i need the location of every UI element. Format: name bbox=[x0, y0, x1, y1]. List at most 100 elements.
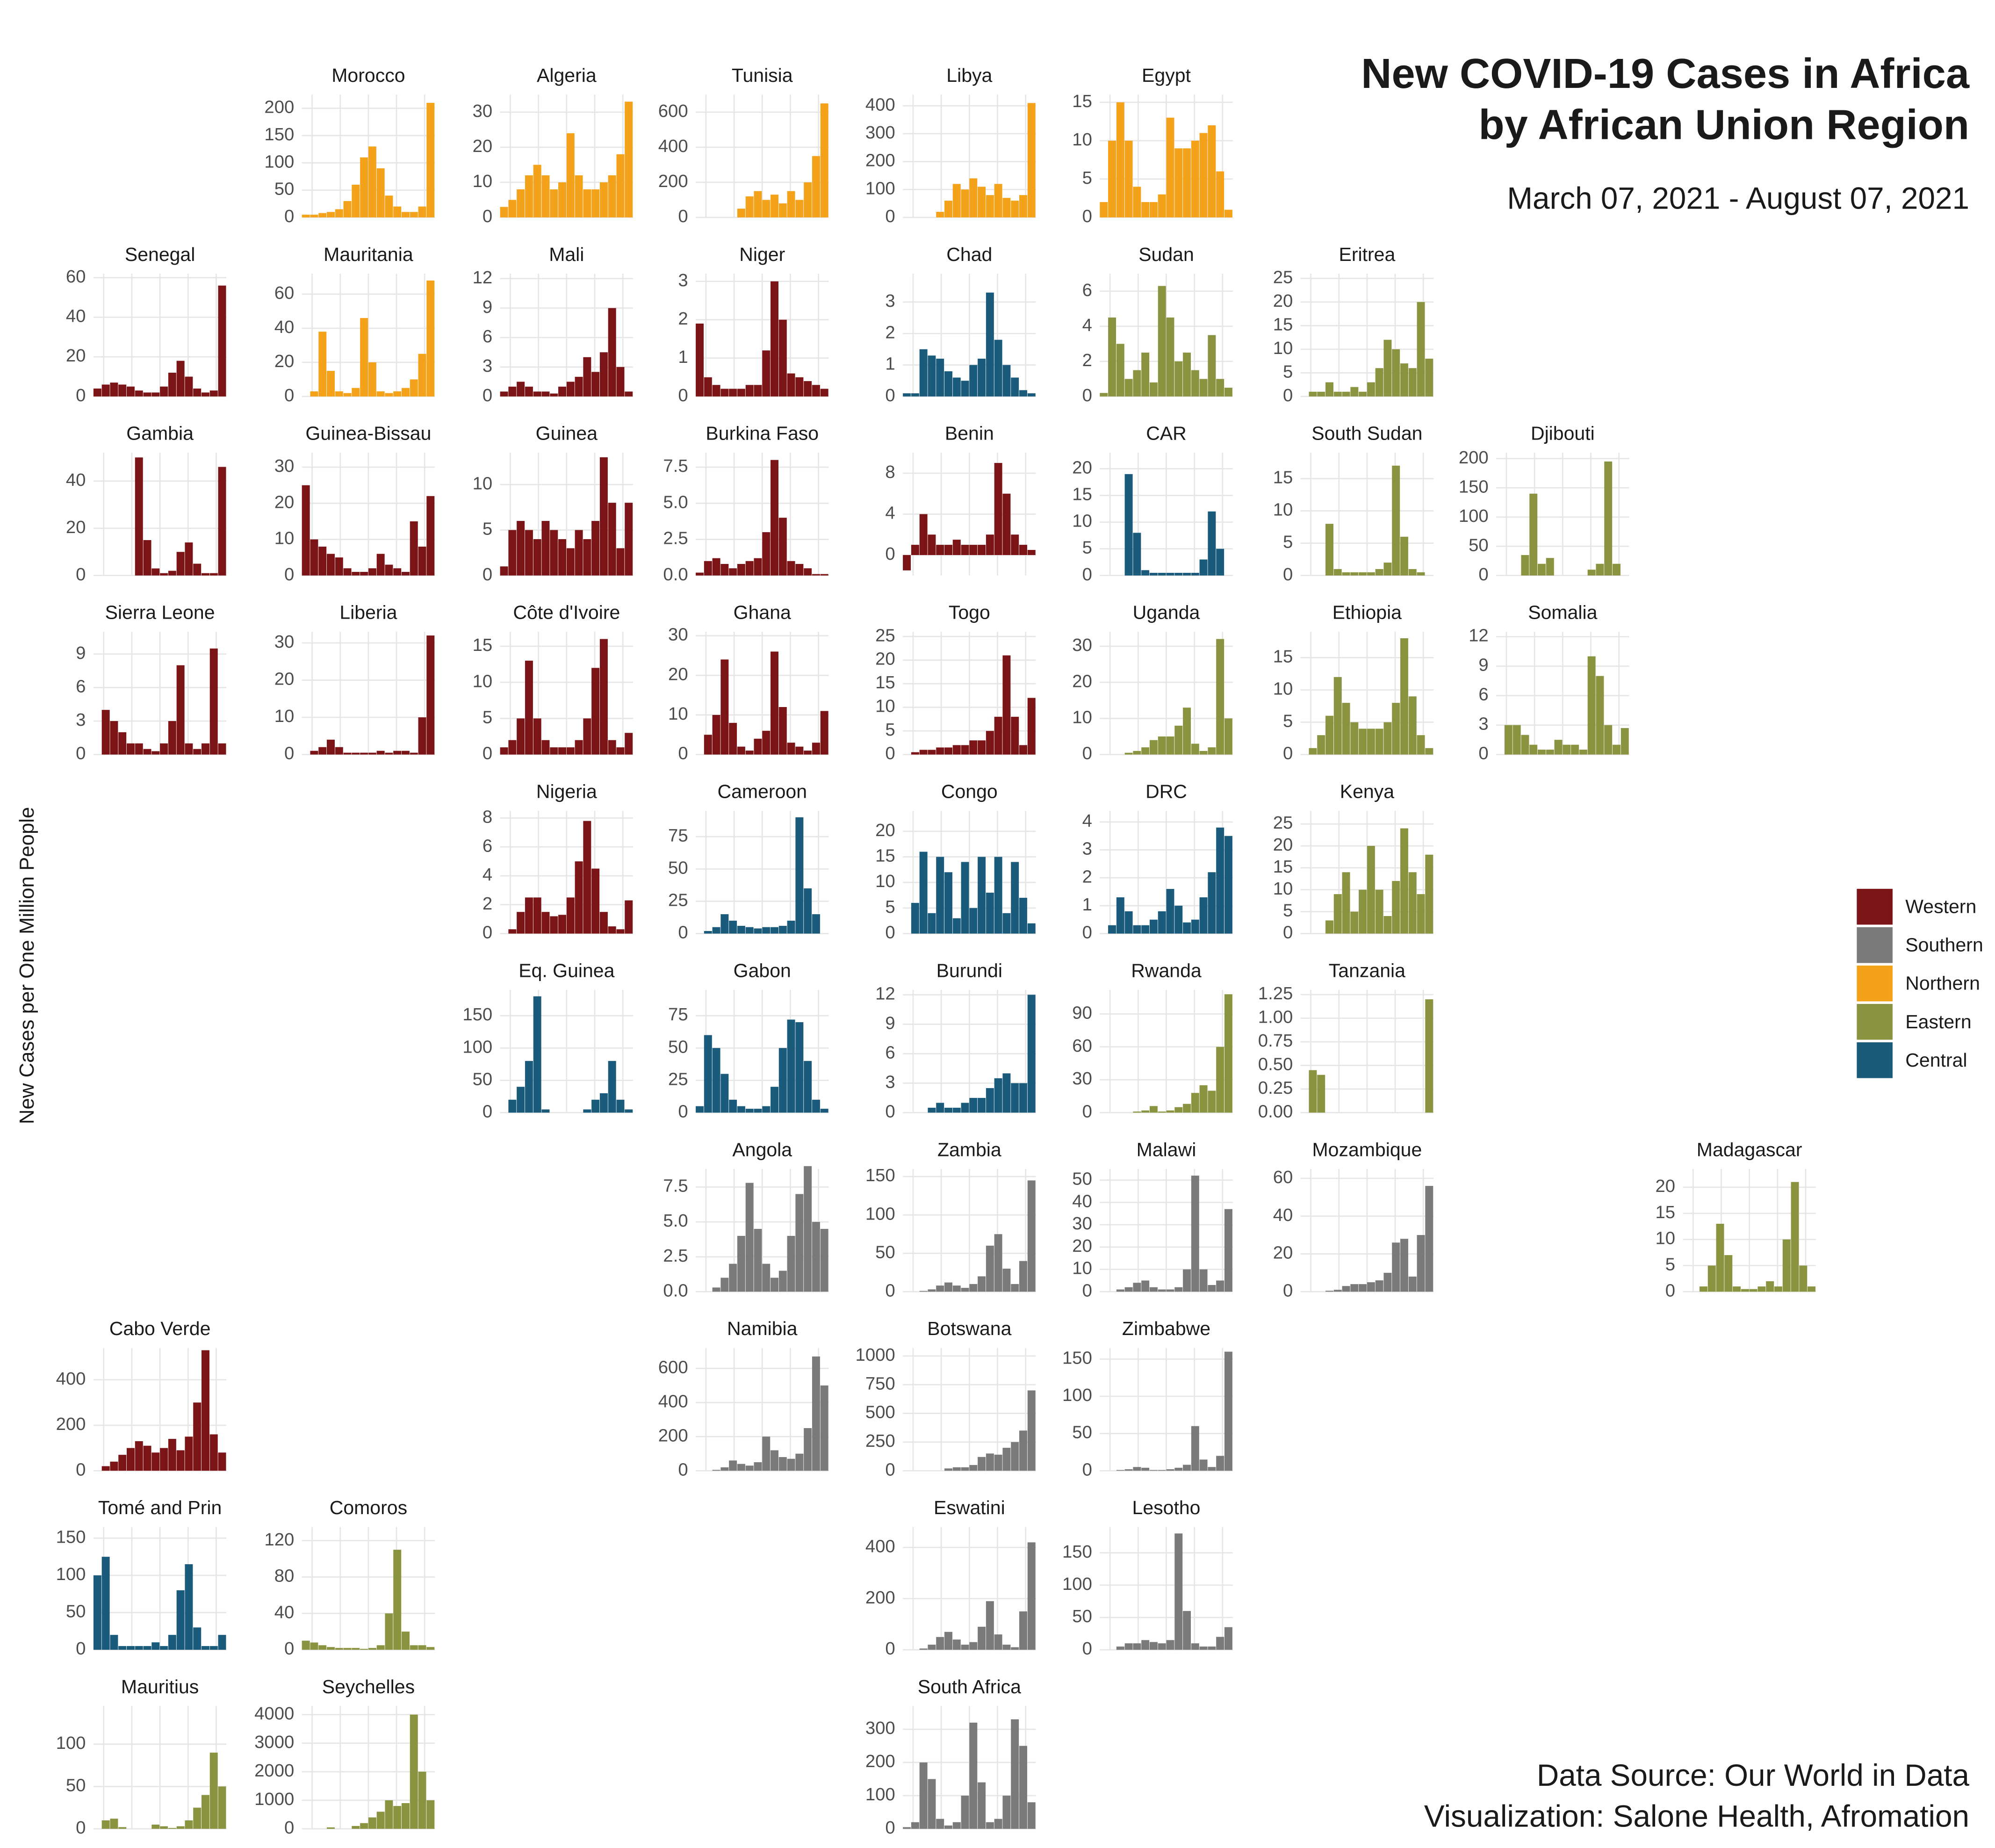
bar bbox=[533, 897, 541, 934]
bar bbox=[368, 1817, 376, 1829]
bar bbox=[720, 1467, 729, 1471]
bar bbox=[978, 1457, 986, 1471]
bar bbox=[1183, 353, 1191, 397]
bar bbox=[402, 751, 410, 755]
bar bbox=[143, 1646, 151, 1650]
bar bbox=[327, 371, 335, 397]
bar bbox=[310, 391, 318, 397]
bar bbox=[327, 212, 335, 217]
bar bbox=[737, 1235, 745, 1292]
bar bbox=[625, 503, 633, 576]
panel-title: DRC bbox=[1145, 780, 1187, 802]
bar bbox=[1425, 854, 1433, 934]
bar bbox=[160, 386, 168, 397]
y-tick-label: 20 bbox=[875, 649, 895, 669]
y-tick-label: 4 bbox=[1082, 811, 1092, 831]
bar bbox=[1011, 1719, 1019, 1829]
bar bbox=[143, 392, 151, 397]
bar bbox=[771, 1450, 779, 1471]
panel-title: Congo bbox=[941, 780, 998, 802]
y-tick-label: 2.5 bbox=[663, 1246, 688, 1266]
bar bbox=[517, 1087, 525, 1113]
bar bbox=[795, 746, 804, 755]
bar bbox=[712, 385, 720, 397]
bar bbox=[517, 912, 525, 934]
bar bbox=[583, 539, 591, 576]
y-tick-label: 12 bbox=[473, 267, 493, 288]
bar bbox=[1011, 377, 1019, 397]
bar bbox=[978, 740, 986, 755]
panel-title: Eswatini bbox=[934, 1497, 1005, 1518]
bar bbox=[969, 740, 978, 755]
bar bbox=[952, 377, 961, 397]
bar bbox=[402, 572, 410, 576]
bar bbox=[591, 1099, 600, 1113]
bar bbox=[729, 389, 737, 397]
bar bbox=[804, 1061, 812, 1113]
bar bbox=[1757, 1286, 1766, 1292]
bar bbox=[1019, 195, 1027, 217]
y-tick-label: 400 bbox=[865, 94, 895, 115]
bar bbox=[591, 668, 600, 755]
bar bbox=[1392, 703, 1400, 755]
bar bbox=[608, 1061, 616, 1113]
bar bbox=[820, 389, 828, 397]
y-tick-label: 15 bbox=[1273, 646, 1293, 666]
panel-title: Mali bbox=[549, 244, 584, 265]
bar bbox=[402, 388, 410, 397]
bar bbox=[1183, 573, 1191, 576]
bar bbox=[616, 154, 625, 217]
y-tick-label: 0 bbox=[1082, 1459, 1092, 1480]
bar bbox=[151, 392, 160, 397]
bar bbox=[402, 1803, 410, 1829]
y-tick-label: 2.5 bbox=[663, 528, 688, 549]
bar bbox=[500, 391, 508, 397]
panel-title: Liberia bbox=[339, 602, 397, 623]
panel-title: Nigeria bbox=[536, 780, 597, 802]
bar bbox=[508, 200, 517, 217]
y-tick-label: 200 bbox=[865, 1751, 895, 1771]
bar bbox=[608, 740, 616, 755]
y-tick-label: 0 bbox=[284, 385, 294, 405]
bar bbox=[160, 573, 168, 576]
bar bbox=[1699, 1286, 1707, 1292]
bar bbox=[729, 1099, 737, 1113]
y-tick-label: 0 bbox=[284, 206, 294, 226]
bar bbox=[151, 568, 160, 576]
bar bbox=[218, 1452, 226, 1471]
bar bbox=[168, 373, 176, 397]
legend-label: Eastern bbox=[1905, 1011, 1971, 1032]
y-tick-label: 20 bbox=[473, 136, 493, 156]
bar bbox=[525, 175, 533, 217]
bar bbox=[936, 747, 944, 755]
y-tick-label: 2 bbox=[483, 894, 492, 914]
bar bbox=[185, 1820, 193, 1829]
y-tick-label: 0 bbox=[885, 1280, 895, 1300]
bar bbox=[1199, 133, 1208, 217]
bar bbox=[1166, 736, 1174, 755]
bar bbox=[185, 542, 193, 576]
bar bbox=[135, 457, 143, 576]
bar bbox=[616, 548, 625, 576]
bar bbox=[368, 362, 376, 397]
bar bbox=[978, 1276, 986, 1292]
bar bbox=[376, 1812, 385, 1829]
bar bbox=[327, 554, 335, 576]
bar bbox=[143, 749, 151, 755]
bar bbox=[1174, 905, 1183, 934]
y-tick-label: 40 bbox=[1072, 1191, 1092, 1211]
y-tick-label: 15 bbox=[875, 672, 895, 693]
bar bbox=[720, 1278, 729, 1292]
bar bbox=[376, 168, 385, 217]
bar bbox=[1027, 1390, 1036, 1471]
bar bbox=[1011, 716, 1019, 755]
y-tick-label: 50 bbox=[274, 179, 295, 199]
panel-title: Ethiopia bbox=[1332, 602, 1402, 623]
bar bbox=[525, 897, 533, 934]
bar bbox=[1342, 703, 1350, 755]
bar bbox=[426, 280, 435, 397]
bar bbox=[787, 561, 795, 576]
bar bbox=[101, 384, 110, 397]
bar bbox=[1538, 563, 1546, 576]
bar bbox=[1383, 339, 1392, 397]
